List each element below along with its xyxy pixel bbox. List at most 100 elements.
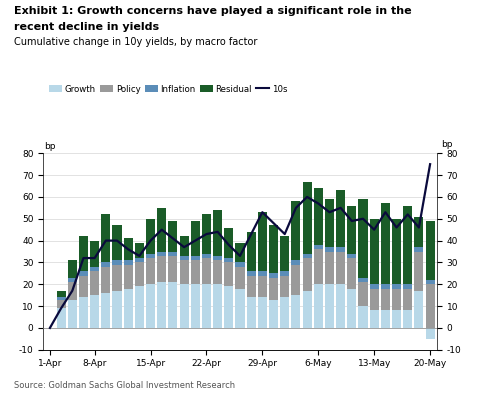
Bar — [425, 284, 435, 328]
Bar — [302, 291, 312, 328]
Bar — [247, 298, 256, 328]
Bar — [90, 295, 99, 328]
Bar — [325, 284, 334, 328]
Bar — [202, 258, 211, 284]
Bar — [235, 243, 245, 263]
Bar — [90, 267, 99, 271]
Legend: Growth, Policy, Inflation, Residual, 10s: Growth, Policy, Inflation, Residual, 10s — [48, 83, 289, 95]
Bar — [79, 275, 88, 298]
Text: Cumulative change in 10y yields, by macro factor: Cumulative change in 10y yields, by macr… — [14, 37, 258, 47]
Bar — [224, 286, 233, 328]
Bar — [146, 219, 155, 254]
Bar — [57, 308, 66, 328]
Bar — [213, 284, 222, 328]
Bar — [202, 254, 211, 258]
Bar — [57, 291, 66, 298]
Bar — [202, 284, 211, 328]
Bar — [191, 284, 200, 328]
Bar — [381, 310, 390, 328]
Bar — [258, 271, 267, 275]
Bar — [381, 284, 390, 288]
Text: bp: bp — [441, 140, 452, 149]
Bar — [325, 247, 334, 252]
Bar — [101, 293, 110, 328]
Bar — [314, 249, 323, 284]
Bar — [359, 306, 368, 328]
Bar — [302, 258, 312, 291]
Bar — [235, 267, 245, 288]
Bar — [68, 260, 77, 278]
Bar — [392, 284, 401, 288]
Bar — [347, 288, 357, 328]
Bar — [291, 295, 300, 328]
Text: bp: bp — [44, 142, 56, 151]
Bar — [381, 288, 390, 310]
Bar — [112, 264, 121, 291]
Text: recent decline in yields: recent decline in yields — [14, 22, 159, 31]
Bar — [101, 215, 110, 263]
Bar — [425, 221, 435, 280]
Bar — [247, 271, 256, 275]
Bar — [135, 263, 144, 286]
Bar — [168, 282, 178, 328]
Bar — [370, 284, 379, 288]
Bar — [180, 284, 189, 328]
Bar — [123, 288, 133, 328]
Bar — [269, 274, 278, 278]
Bar — [168, 221, 178, 252]
Bar — [258, 275, 267, 298]
Bar — [258, 298, 267, 328]
Bar — [235, 263, 245, 267]
Bar — [123, 264, 133, 288]
Bar — [90, 271, 99, 295]
Bar — [68, 278, 77, 282]
Bar — [79, 236, 88, 271]
Bar — [191, 221, 200, 256]
Bar — [291, 260, 300, 264]
Bar — [414, 247, 423, 252]
Bar — [168, 252, 178, 256]
Bar — [291, 201, 300, 260]
Bar — [336, 190, 345, 247]
Bar — [235, 288, 245, 328]
Bar — [135, 243, 144, 258]
Bar — [359, 278, 368, 282]
Bar — [403, 206, 412, 284]
Bar — [146, 254, 155, 258]
Bar — [123, 239, 133, 260]
Bar — [414, 217, 423, 247]
Bar — [280, 275, 289, 298]
Bar — [157, 252, 166, 256]
Bar — [314, 284, 323, 328]
Bar — [191, 256, 200, 260]
Bar — [269, 278, 278, 299]
Bar — [68, 282, 77, 299]
Bar — [101, 263, 110, 267]
Bar — [168, 256, 178, 282]
Bar — [224, 258, 233, 263]
Bar — [392, 219, 401, 284]
Bar — [79, 298, 88, 328]
Bar — [180, 260, 189, 284]
Bar — [302, 254, 312, 258]
Bar — [414, 252, 423, 291]
Bar — [68, 299, 77, 328]
Bar — [191, 260, 200, 284]
Bar — [224, 228, 233, 258]
Bar — [146, 284, 155, 328]
Bar — [57, 298, 66, 299]
Bar — [381, 204, 390, 284]
Bar — [280, 236, 289, 271]
Bar — [347, 206, 357, 254]
Bar — [370, 310, 379, 328]
Bar — [112, 291, 121, 328]
Bar — [247, 232, 256, 271]
Bar — [123, 260, 133, 264]
Bar — [90, 241, 99, 267]
Bar — [146, 258, 155, 284]
Bar — [291, 264, 300, 295]
Bar — [180, 256, 189, 260]
Bar — [57, 299, 66, 308]
Bar — [247, 275, 256, 298]
Bar — [79, 271, 88, 275]
